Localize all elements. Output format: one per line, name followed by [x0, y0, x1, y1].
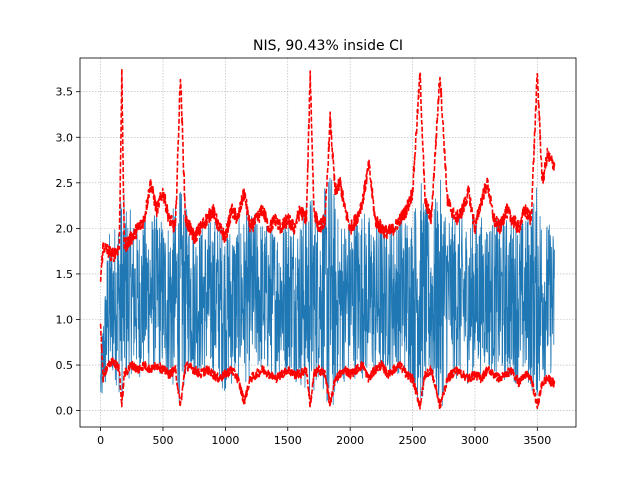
y-tick-label: 1.5 [56, 268, 74, 281]
ci-lower-line [99, 323, 556, 410]
y-tick-label: 3.0 [56, 131, 74, 144]
y-tick-label: 1.0 [56, 313, 74, 326]
x-tick-label: 1000 [211, 434, 239, 447]
grid [80, 58, 576, 427]
plot-area [99, 68, 556, 410]
x-tick-label: 1500 [274, 434, 302, 447]
x-tick-label: 2500 [399, 434, 427, 447]
x-tick-label: 3000 [461, 434, 489, 447]
y-tick-label: 2.5 [56, 177, 74, 190]
y-tick-label: 0.0 [56, 405, 74, 418]
y-tick-label: 0.5 [56, 359, 74, 372]
y-tick-label: 3.5 [56, 86, 74, 99]
x-tick-label: 500 [152, 434, 173, 447]
y-tick-label: 2.0 [56, 222, 74, 235]
x-tick-label: 2000 [336, 434, 364, 447]
ci-upper-line [99, 68, 556, 282]
nis-values-line [100, 177, 555, 406]
chart-title: NIS, 90.43% inside CI [253, 38, 403, 54]
axes-frame [79, 57, 577, 428]
x-axis: 0 500 1000 1500 2000 2500 3000 3500 [97, 427, 551, 447]
x-tick-label: 3500 [523, 434, 551, 447]
x-tick-label: 0 [97, 434, 104, 447]
y-axis: 0.0 0.5 1.0 1.5 2.0 2.5 3.0 3.5 [56, 86, 80, 418]
